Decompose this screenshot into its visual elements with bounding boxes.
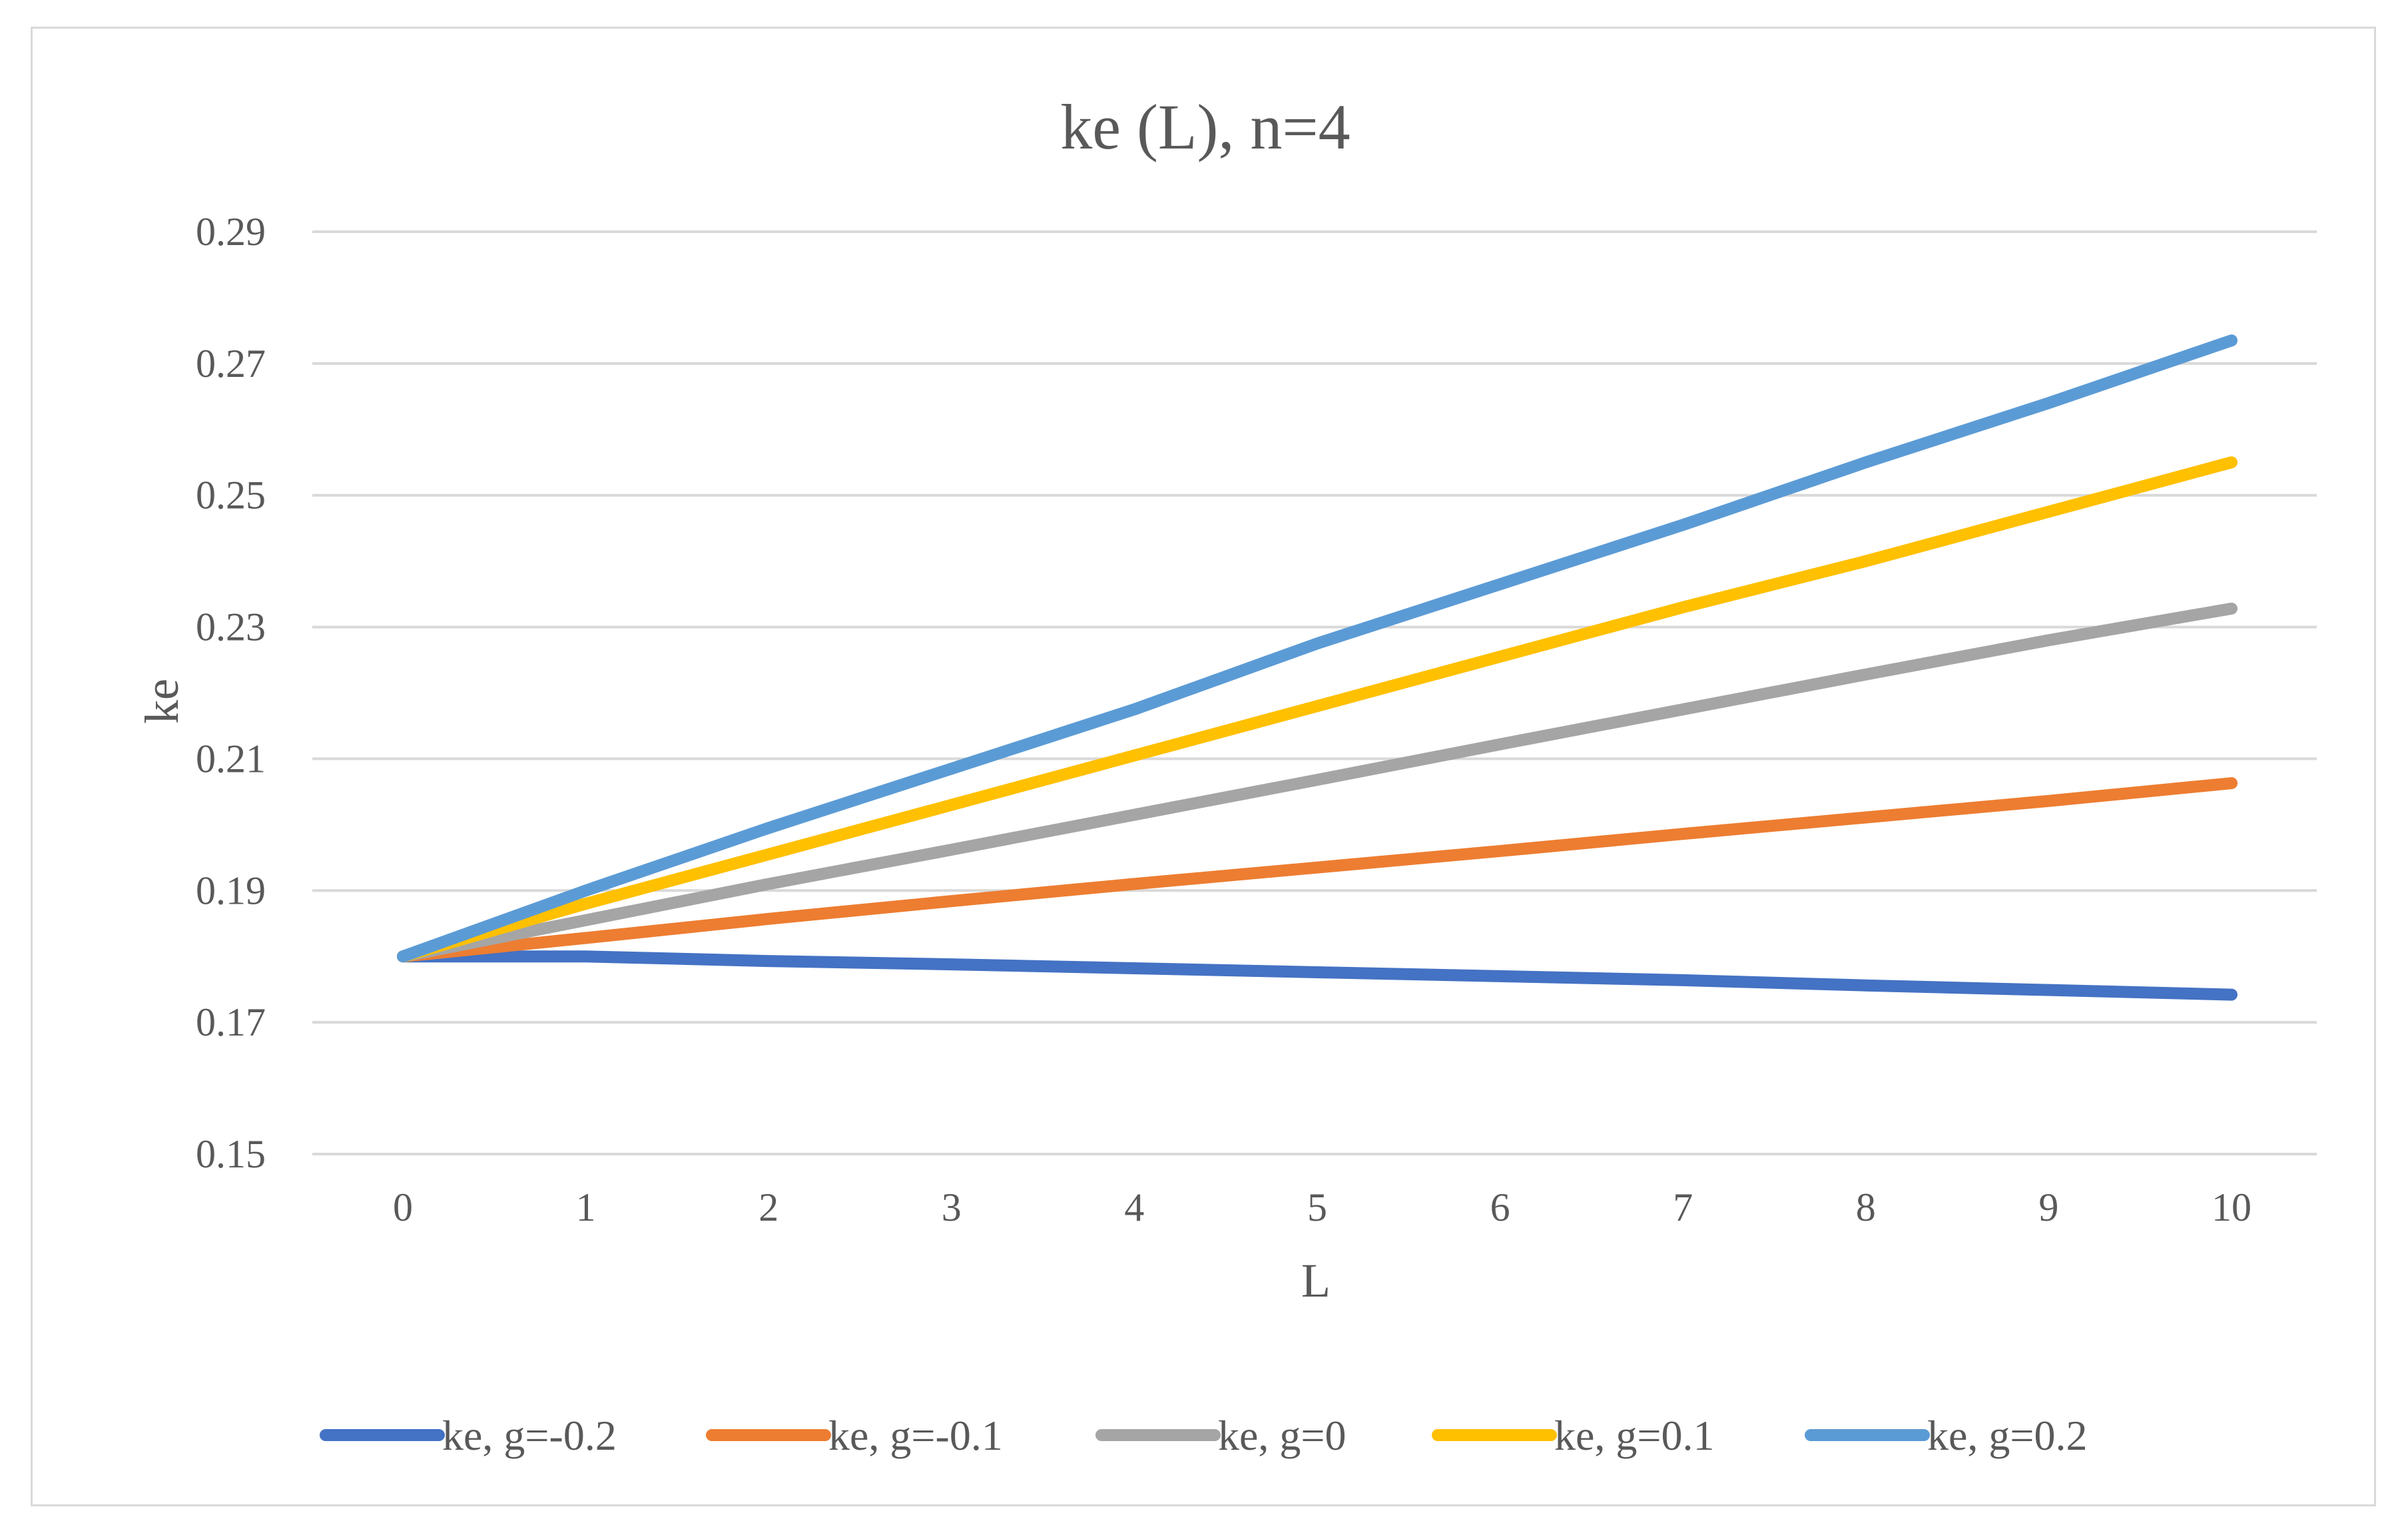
legend: ke, g=-0.2 ke, g=-0.1 ke, g=0 ke, g=0.1 ke, …: [320, 1412, 2088, 1459]
y-tick-label: 0.15: [196, 1132, 266, 1176]
x-tick-label: 2: [758, 1185, 778, 1229]
x-tick-label: 0: [393, 1185, 413, 1229]
y-tick-label: 0.29: [196, 210, 266, 254]
series-line: [397, 456, 2238, 963]
chart-frame: ke (L), n=4 0.15 0.17 0.19 0.21 0.23 0.25 0.27…: [31, 27, 2376, 1506]
x-tick-label: 9: [2038, 1185, 2058, 1229]
gridlines: [312, 230, 2317, 1155]
legend-label: ke, g=0: [1218, 1412, 1347, 1459]
y-axis-ticks: 0.15 0.17 0.19 0.21 0.23 0.25 0.27 0.29: [196, 210, 266, 1176]
line-chart: ke (L), n=4 0.15 0.17 0.19 0.21 0.23 0.25 0.27…: [135, 91, 2317, 1459]
x-tick-label: 3: [942, 1185, 962, 1229]
x-tick-label: 10: [2212, 1185, 2252, 1229]
legend-label: ke, g=-0.1: [828, 1412, 1003, 1459]
legend-label: ke, g=0.1: [1554, 1412, 1715, 1459]
series-line: [397, 777, 2238, 963]
y-tick-label: 0.27: [196, 342, 266, 386]
x-axis-title: L: [1301, 1254, 1331, 1307]
y-axis-title: ke: [135, 679, 188, 724]
x-tick-label: 6: [1490, 1185, 1510, 1229]
series-lines: [397, 334, 2238, 1001]
series-line: [397, 334, 2238, 963]
x-axis-ticks: 0 1 2 3 4 5 6 7 8 9 10: [393, 1185, 2252, 1229]
series-line: [397, 950, 2238, 1001]
chart-title: ke (L), n=4: [1060, 91, 1350, 162]
legend-label: ke, g=-0.2: [442, 1412, 617, 1459]
y-tick-label: 0.19: [196, 868, 266, 912]
y-tick-label: 0.17: [196, 1000, 266, 1044]
x-tick-label: 5: [1307, 1185, 1327, 1229]
y-tick-label: 0.25: [196, 473, 266, 517]
x-tick-label: 8: [1856, 1185, 1876, 1229]
legend-label: ke, g=0.2: [1927, 1412, 2088, 1459]
x-tick-label: 4: [1124, 1185, 1144, 1229]
x-tick-label: 1: [576, 1185, 596, 1229]
x-tick-label: 7: [1673, 1185, 1693, 1229]
series-line: [397, 602, 2238, 963]
y-tick-label: 0.23: [196, 605, 266, 649]
y-tick-label: 0.21: [196, 737, 266, 780]
